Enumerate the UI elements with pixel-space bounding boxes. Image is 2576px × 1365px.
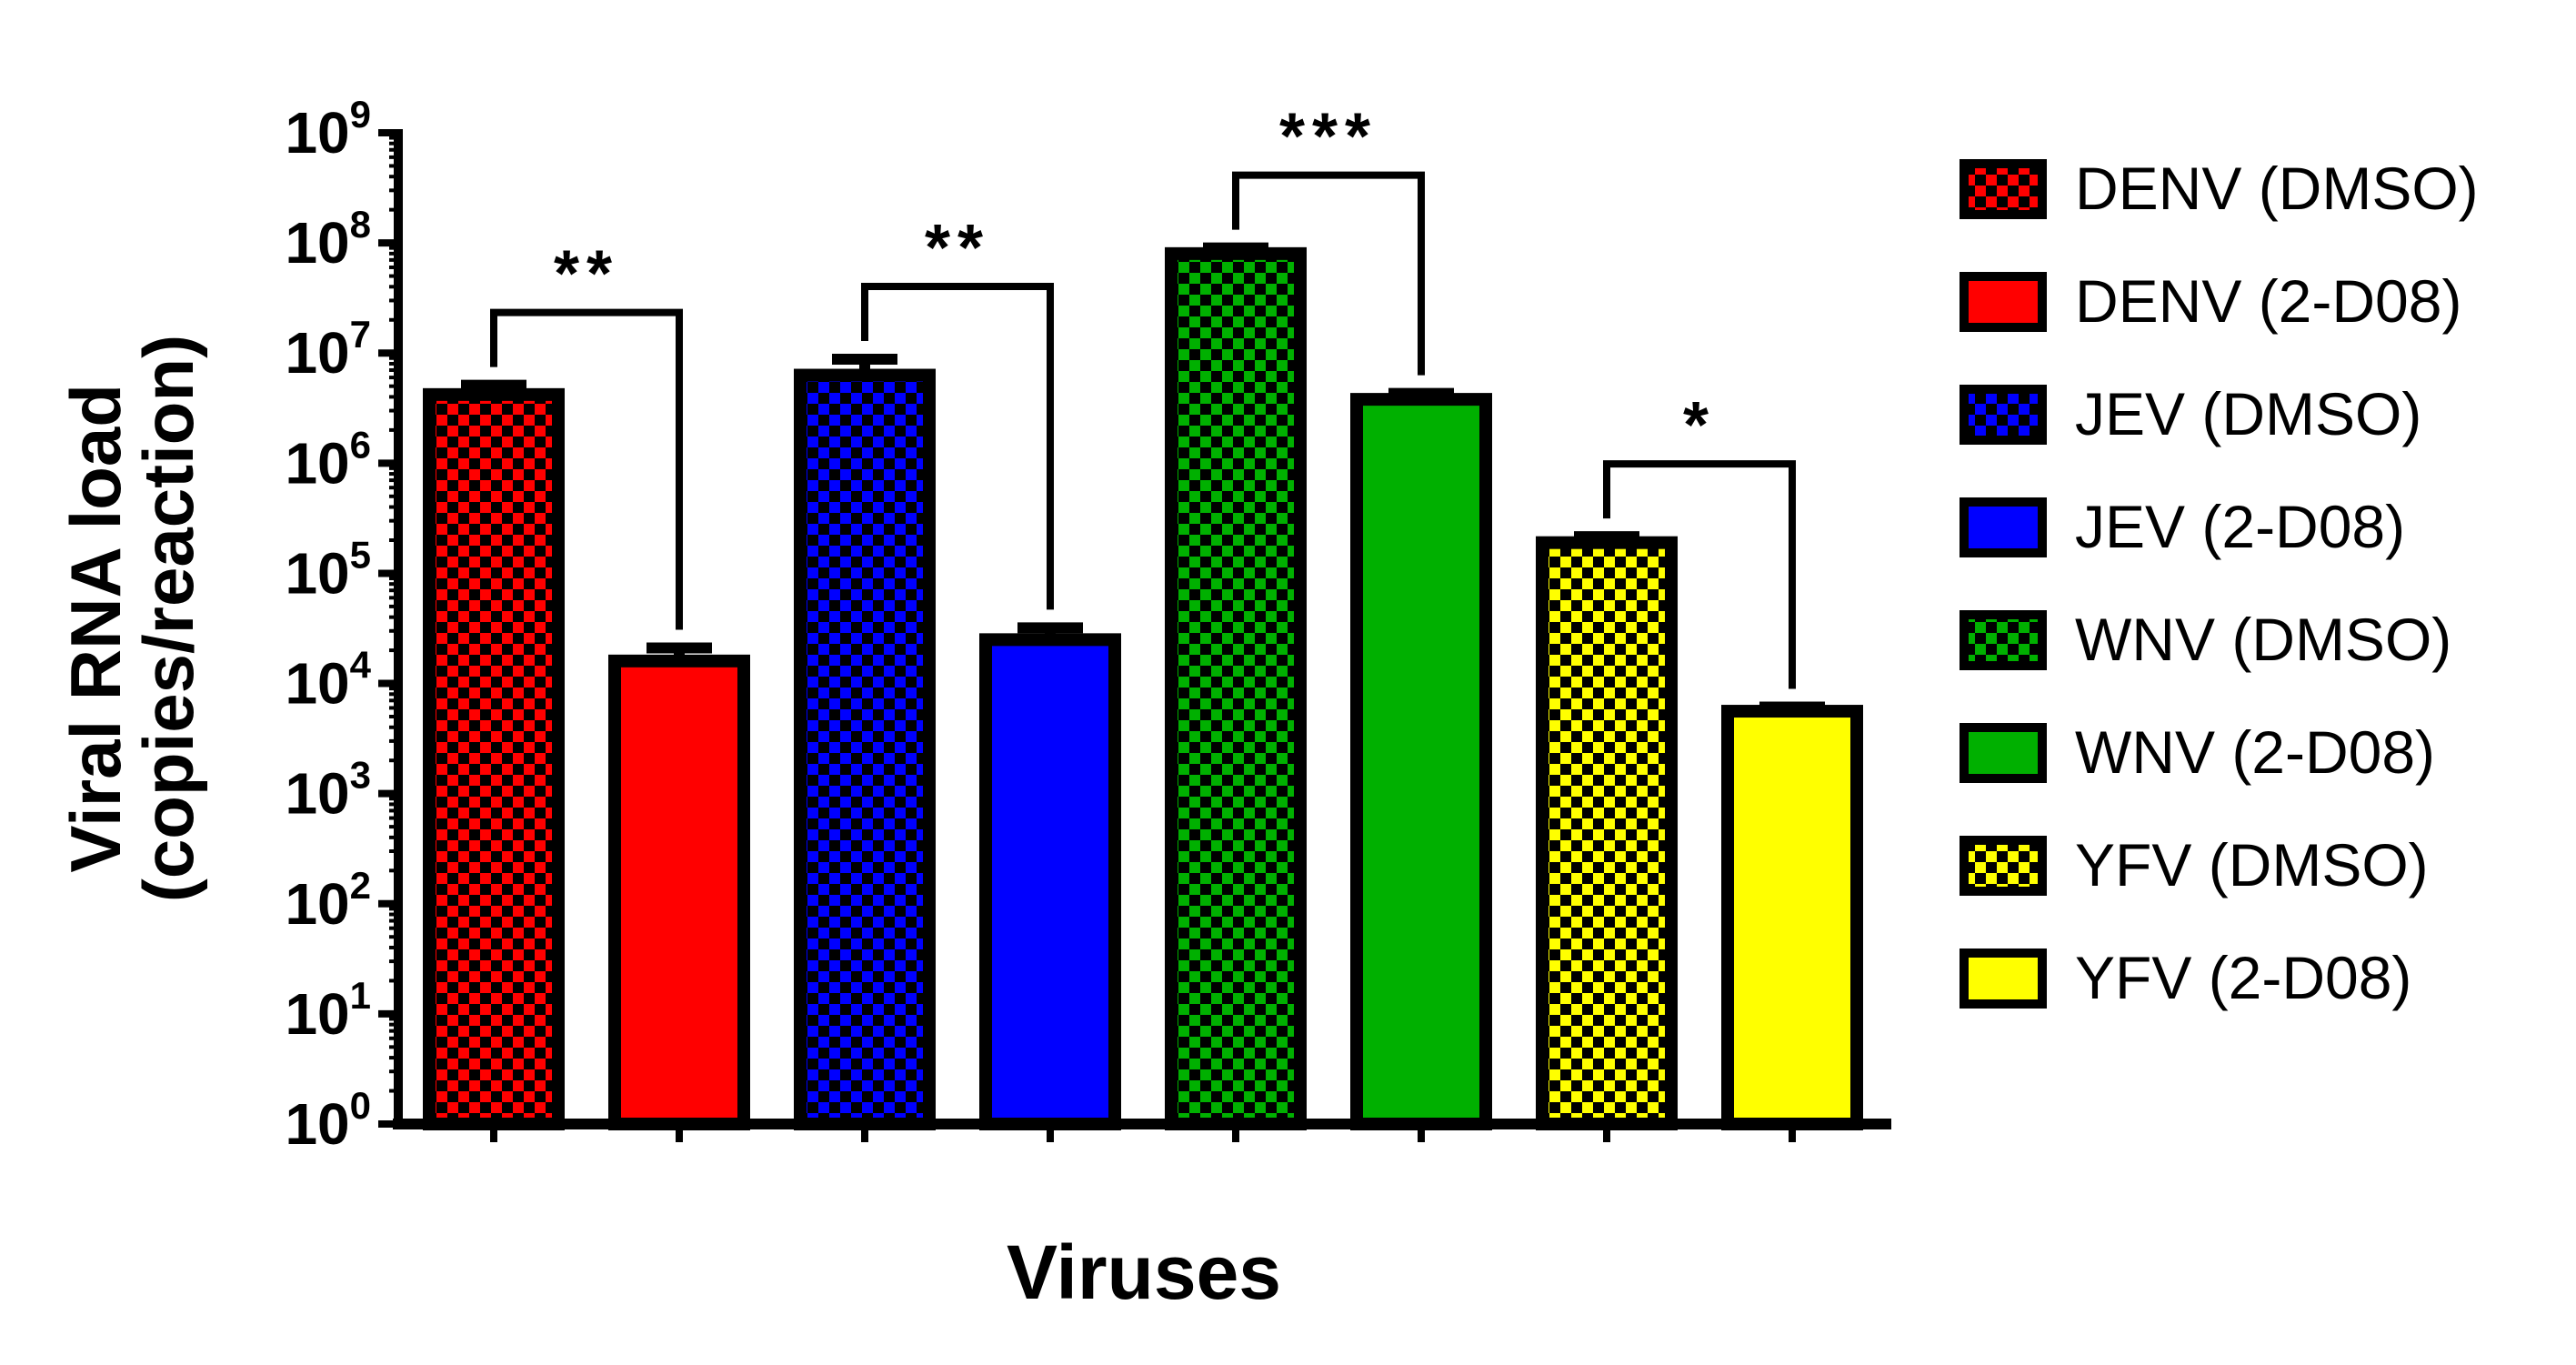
significance-label: *** [1279,101,1378,174]
significance-bracket [861,282,1054,610]
y-tick-label-base: 10 [285,761,349,827]
bar [979,633,1121,1130]
legend-label: JEV (2-D08) [2075,493,2405,560]
legend-item: JEV (2-D08) [1960,493,2405,560]
y-tick-label-exponent: 5 [350,533,371,576]
y-tick-label-base: 10 [285,871,349,937]
y-tick-label-base: 10 [285,100,349,166]
y-tick-label-base: 10 [285,651,349,717]
legend-swatch [1960,948,2047,1009]
significance-layer: ** ****** [490,101,1796,689]
y-tick-label-base: 10 [285,210,349,276]
y-tick-label-base: 10 [285,540,349,606]
y-tick-label-exponent: 0 [350,1084,371,1127]
legend: DENV (DMSO) DENV (2-D08) JEV (DMSO) JEV (2-… [1960,155,2479,1011]
bar [1350,393,1492,1130]
significance-bracket [1603,460,1796,689]
y-tick-label-exponent: 9 [350,93,371,135]
y-tick-label: 104 [285,644,371,717]
bar [1165,246,1307,1131]
legend-swatch [1960,723,2047,783]
legend-label: JEV (DMSO) [2075,380,2421,447]
legend-swatch [1960,497,2047,557]
legend-item: WNV (DMSO) [1960,606,2451,673]
y-tick-label: 103 [285,754,371,827]
bar [1536,536,1678,1130]
bar [1721,705,1863,1130]
significance-label: ** [925,212,990,285]
y-tick-label: 107 [285,313,371,386]
legend-swatch [1960,836,2047,896]
bar [423,387,565,1131]
legend-swatch [1960,272,2047,332]
y-axis-title-line-2: (copies/reaction) [128,335,208,902]
y-tick-label-exponent: 1 [350,974,371,1017]
y-tick-label-exponent: 8 [350,203,371,246]
legend-label: DENV (2-D08) [2075,267,2461,335]
bars-layer [423,242,1863,1131]
x-axis-title: Viruses [1007,1230,1281,1315]
y-tick-label: 109 [285,93,371,166]
bar [608,654,750,1130]
significance-label: * [1683,389,1716,462]
legend-label: WNV (DMSO) [2075,606,2451,673]
bar [794,368,936,1131]
y-tick-label-base: 10 [285,430,349,496]
legend-item: YFV (DMSO) [1960,831,2429,898]
legend-swatch [1960,159,2047,219]
y-tick-label-base: 10 [285,1091,349,1157]
y-axis-title: Viral RNA load (copies/reaction) [55,335,208,902]
significance-bracket [1232,171,1425,376]
legend-item: JEV (DMSO) [1960,380,2421,447]
y-tick-label-exponent: 3 [350,754,371,797]
legend-item: YFV (2-D08) [1960,944,2411,1011]
y-tick-label-exponent: 4 [350,644,372,687]
y-axis-title-line-1: Viral RNA load [55,384,135,872]
y-tick-label-base: 10 [285,320,349,386]
legend-label: DENV (DMSO) [2075,155,2479,222]
legend-swatch [1960,610,2047,670]
y-tick-label-exponent: 7 [350,313,371,356]
legend-label: WNV (2-D08) [2075,718,2435,786]
y-tick-label-exponent: 2 [350,864,371,907]
y-tick-label: 106 [285,423,371,496]
legend-item: WNV (2-D08) [1960,718,2435,786]
y-tick-label: 100 [285,1084,371,1157]
y-tick-label: 108 [285,203,371,276]
legend-label: YFV (DMSO) [2075,831,2429,898]
significance-label: ** [554,238,619,311]
y-tick-label-base: 10 [285,981,349,1047]
legend-item: DENV (DMSO) [1960,155,2479,222]
y-tick-label: 105 [285,533,371,606]
y-tick-label: 101 [285,974,371,1047]
y-tick-label: 102 [285,864,371,937]
legend-label: YFV (2-D08) [2075,944,2411,1011]
y-tick-label-exponent: 6 [350,423,371,466]
significance-bracket [490,308,683,630]
legend-swatch [1960,385,2047,445]
legend-item: DENV (2-D08) [1960,267,2461,335]
